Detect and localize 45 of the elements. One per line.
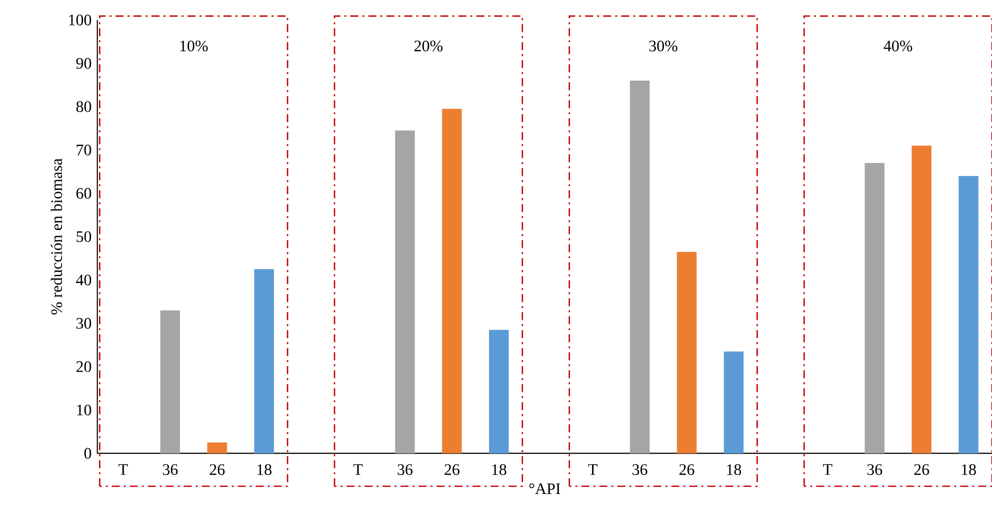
annotation: 40% <box>884 40 912 52</box>
y-tick-label: 100 <box>69 14 92 26</box>
bar <box>160 310 180 454</box>
y-tick-label: 30 <box>76 318 92 329</box>
bar <box>395 130 415 454</box>
x-axis-title: °API <box>529 483 560 494</box>
y-tick-label: 80 <box>76 101 92 112</box>
bar <box>442 108 462 454</box>
x-tick-label: T <box>588 464 598 475</box>
x-tick-label: T <box>353 464 363 475</box>
x-tick-label: 26 <box>679 464 694 475</box>
x-tick-label: 26 <box>914 464 930 475</box>
annotation: 30% <box>649 40 678 52</box>
y-tick-label: 20 <box>76 361 92 372</box>
y-tick-label: 70 <box>76 144 92 156</box>
y-tick-label: 10 <box>77 404 92 416</box>
x-tick-label: T <box>118 464 128 475</box>
x-tick-label: 18 <box>492 464 506 475</box>
bar <box>864 162 884 454</box>
x-tick-label: 18 <box>257 464 272 475</box>
x-tick-label: 26 <box>444 464 460 475</box>
y-axis-title: % reducción en biomasa <box>50 158 62 314</box>
bar <box>630 80 650 454</box>
y-tick-label: 50 <box>76 231 92 242</box>
x-tick-label: 36 <box>867 464 882 475</box>
bar <box>676 252 697 454</box>
bar <box>958 176 978 454</box>
x-tick-label: 36 <box>162 464 178 475</box>
annotation: 10% <box>180 40 208 52</box>
bar <box>912 146 932 454</box>
y-tick-label: 60 <box>76 188 92 199</box>
x-tick-label: 26 <box>210 464 225 475</box>
x-tick-label: 18 <box>962 464 976 475</box>
x-tick-label: 36 <box>398 464 412 475</box>
y-tick-label: 40 <box>76 274 92 286</box>
y-tick-label: 90 <box>76 58 92 69</box>
y-tick-label: 0 <box>84 448 92 459</box>
x-tick-label: T <box>823 464 832 475</box>
bar <box>254 269 274 454</box>
bar <box>724 351 744 454</box>
bar <box>207 442 227 454</box>
annotation: 20% <box>414 40 443 52</box>
x-tick-label: 36 <box>632 464 648 475</box>
x-tick-label: 18 <box>727 464 742 475</box>
bar <box>489 330 509 454</box>
